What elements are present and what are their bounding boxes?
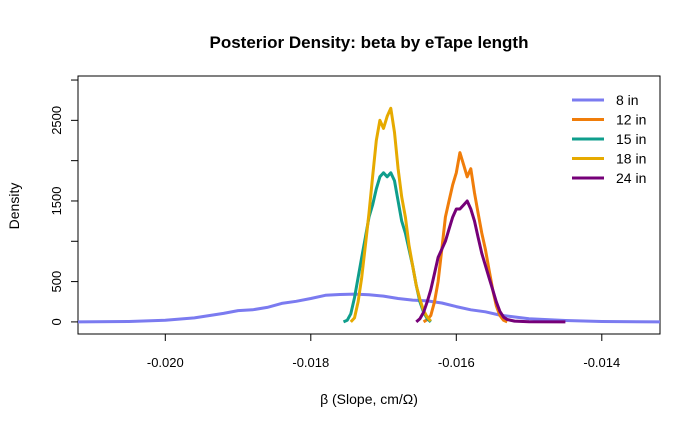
x-tick-label: -0.014 [583,355,620,370]
x-axis-label: β (Slope, cm/Ω) [320,391,418,407]
series-lines [78,106,660,324]
legend-label: 12 in [616,112,646,128]
x-axis: -0.020 -0.018 -0.016 -0.014 [147,334,620,370]
x-tick-label: -0.016 [438,355,475,370]
legend: 8 in 12 in 15 in 18 in 24 in [572,92,646,186]
plot-border [77,75,661,335]
y-tick-label: 2500 [49,106,64,135]
y-axis: 0 500 1500 2500 [49,79,78,326]
chart-title: Posterior Density: beta by eTape length [210,33,529,52]
x-tick-label: -0.020 [147,355,184,370]
legend-label: 8 in [616,92,639,108]
y-axis-label: Density [6,183,22,230]
y-tick-label: 0 [49,318,64,325]
plot-area [77,75,661,335]
x-tick-label: -0.018 [292,355,329,370]
series-line-24-in [415,199,566,324]
series-line-18-in [349,106,432,323]
y-tick-label: 500 [49,271,64,293]
legend-label: 15 in [616,131,646,147]
series-line-8-in [78,292,660,324]
legend-label: 18 in [616,151,646,167]
legend-label: 24 in [616,170,646,186]
y-tick-label: 1500 [49,187,64,216]
